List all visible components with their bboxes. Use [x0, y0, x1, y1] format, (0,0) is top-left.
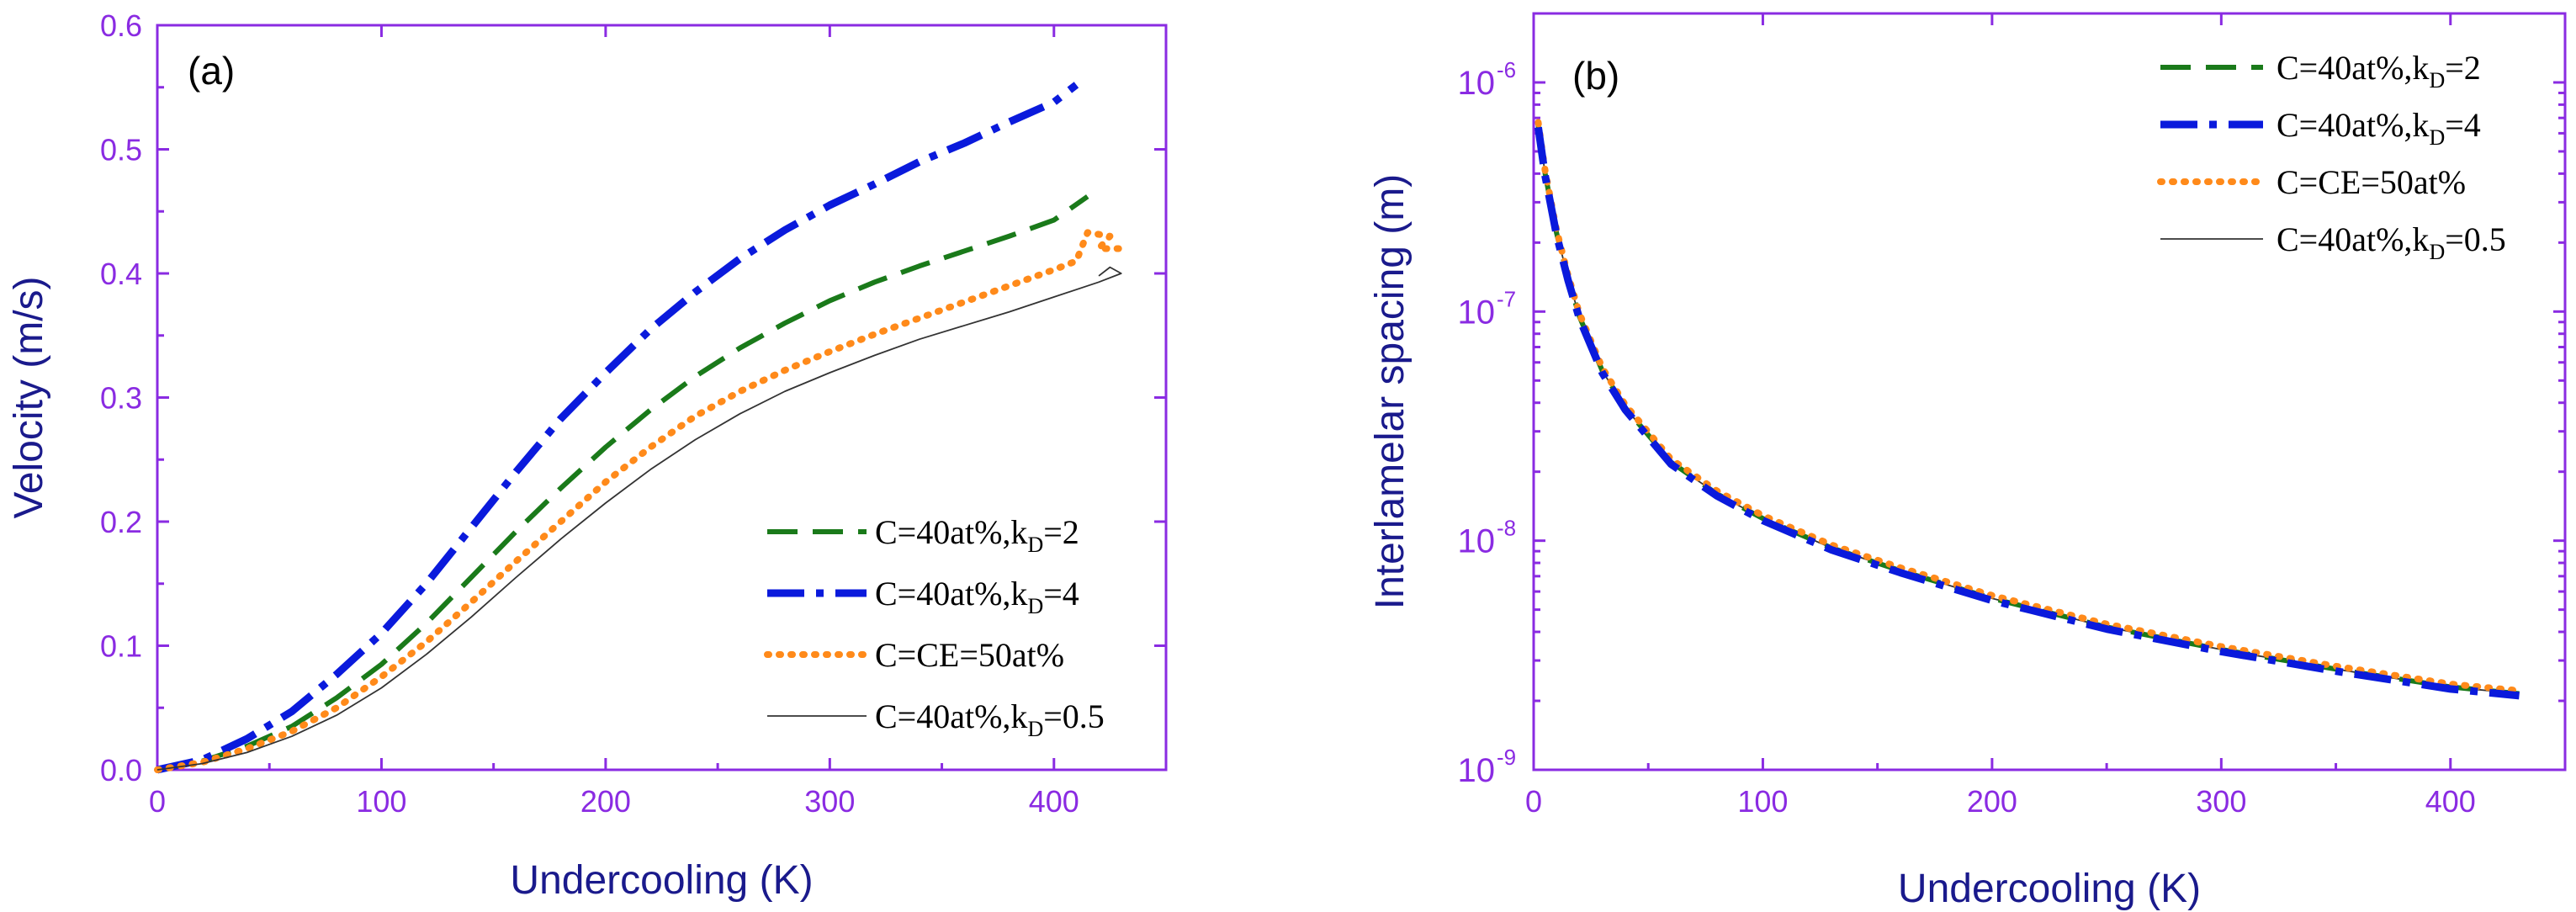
legend-label-CE: C=CE=50at% [875, 636, 1064, 674]
x-tick-label-b: 200 [1967, 784, 2017, 819]
series-line-b-CE [1534, 119, 2523, 694]
legend-label-kD2: C=40at%,kD=2 [875, 513, 1079, 557]
legend-b: C=40at%,kD=2C=40at%,kD=4C=CE=50at%C=40at… [2157, 49, 2506, 264]
series-line-a-kD4 [156, 82, 1079, 774]
y-tick-exponent: -7 [1497, 286, 1516, 311]
x-tick-label-b: 300 [2196, 784, 2246, 819]
legend-label-subscript: D [2429, 240, 2445, 264]
x-tick-label-a: 100 [356, 784, 406, 819]
legend-label-tail: =4 [2445, 106, 2481, 144]
panel-label-b: (b) [1572, 54, 1619, 98]
x-tick-label-b: 0 [1525, 784, 1542, 819]
x-tick-label-a: 400 [1029, 784, 1079, 819]
series-line-a-kD2 [156, 194, 1089, 772]
legend-label-CE: C=CE=50at% [2277, 163, 2466, 201]
y-tick-label-b: 10 [1458, 752, 1496, 789]
legend-label-kD4: C=40at%,kD=4 [875, 575, 1079, 618]
legend-label-kD4: C=40at%,kD=4 [2277, 106, 2481, 150]
legend-label-main: C=40at%,k [2277, 49, 2429, 87]
x-axis-title-a: Undercooling (K) [510, 858, 813, 903]
legend-label-kD05: C=40at%,kD=0.5 [2277, 220, 2506, 264]
y-tick-base: 10 [1458, 294, 1496, 331]
legend-label-tail: =0.5 [1043, 697, 1105, 735]
legend-label-main: C=40at%,k [2277, 220, 2429, 258]
legend-label-tail: =2 [1043, 513, 1079, 551]
y-tick-exponent: -9 [1497, 745, 1516, 770]
legend-label-kD2: C=40at%,kD=2 [2277, 49, 2481, 93]
y-tick-base: 10 [1458, 752, 1496, 789]
y-tick-label-a: 0.1 [100, 629, 142, 664]
y-axis-title-a: Velocity (m/s) [7, 276, 51, 518]
y-tick-label-a: 0.2 [100, 505, 142, 539]
y-tick-exponent: -8 [1497, 516, 1516, 541]
legend-label-main: C=40at%,k [875, 575, 1027, 612]
legend-label-subscript: D [2429, 68, 2445, 93]
y-tick-label-a: 0.0 [100, 753, 142, 787]
x-tick-label-a: 300 [804, 784, 855, 819]
plot-frame-b [1532, 12, 2567, 771]
y-tick-label-b: 10 [1458, 65, 1496, 102]
legend-label-subscript: D [1027, 533, 1043, 557]
x-tick-label-a: 200 [580, 784, 631, 819]
legend-label-kD05: C=40at%,kD=0.5 [875, 697, 1105, 741]
series-line-a-CE [154, 229, 1125, 773]
panel-a: 0 100 200 300 400 0.0 0.1 0.2 0.3 0.4 0.5 0.6 (a) U… [7, 8, 1168, 903]
x-tick-label-b: 400 [2425, 784, 2476, 819]
y-tick-label-a: 0.6 [100, 8, 142, 43]
legend-label-main: C=40at%,k [2277, 106, 2429, 144]
y-tick-label-a: 0.3 [100, 381, 142, 416]
y-tick-base: 10 [1458, 523, 1496, 560]
series-line-a-kD05 [156, 266, 1122, 771]
legend-label-subscript: D [2429, 125, 2445, 150]
legend-label-subscript: D [1027, 594, 1043, 618]
y-tick-label-b: 10 [1458, 523, 1496, 560]
legend-label-subscript: D [1027, 717, 1043, 741]
axis-ticks-a: 0 100 200 300 400 0.0 0.1 0.2 0.3 0.4 0.5 0.6 [100, 8, 1166, 819]
panel-label-a: (a) [188, 49, 235, 93]
y-tick-label-a: 0.4 [100, 257, 142, 291]
y-tick-label-a: 0.5 [100, 133, 142, 167]
y-tick-exponent: -6 [1497, 57, 1516, 82]
series-group-b [1534, 119, 2523, 700]
legend-label-tail: =2 [2445, 49, 2481, 87]
x-tick-label-b: 100 [1737, 784, 1788, 819]
x-axis-title-b: Undercooling (K) [1898, 867, 2201, 911]
legend-label-tail: =4 [1043, 575, 1079, 612]
legend-label-main: C=CE=50at% [875, 636, 1064, 674]
y-tick-base: 10 [1458, 65, 1496, 102]
y-tick-label-b: 10 [1458, 294, 1496, 331]
series-line-b-kD4 [1534, 126, 2520, 700]
series-group-a [154, 82, 1125, 774]
legend-a: C=40at%,kD=2C=40at%,kD=4C=CE=50at%C=40at… [764, 513, 1105, 741]
legend-label-main: C=40at%,k [875, 513, 1027, 551]
legend-label-main: C=CE=50at% [2277, 163, 2466, 201]
legend-label-main: C=40at%,k [875, 697, 1027, 735]
legend-label-tail: =0.5 [2445, 220, 2506, 258]
y-axis-title-b: Interlamelar spacing (m) [1368, 174, 1413, 610]
x-tick-label-a: 0 [149, 784, 166, 819]
